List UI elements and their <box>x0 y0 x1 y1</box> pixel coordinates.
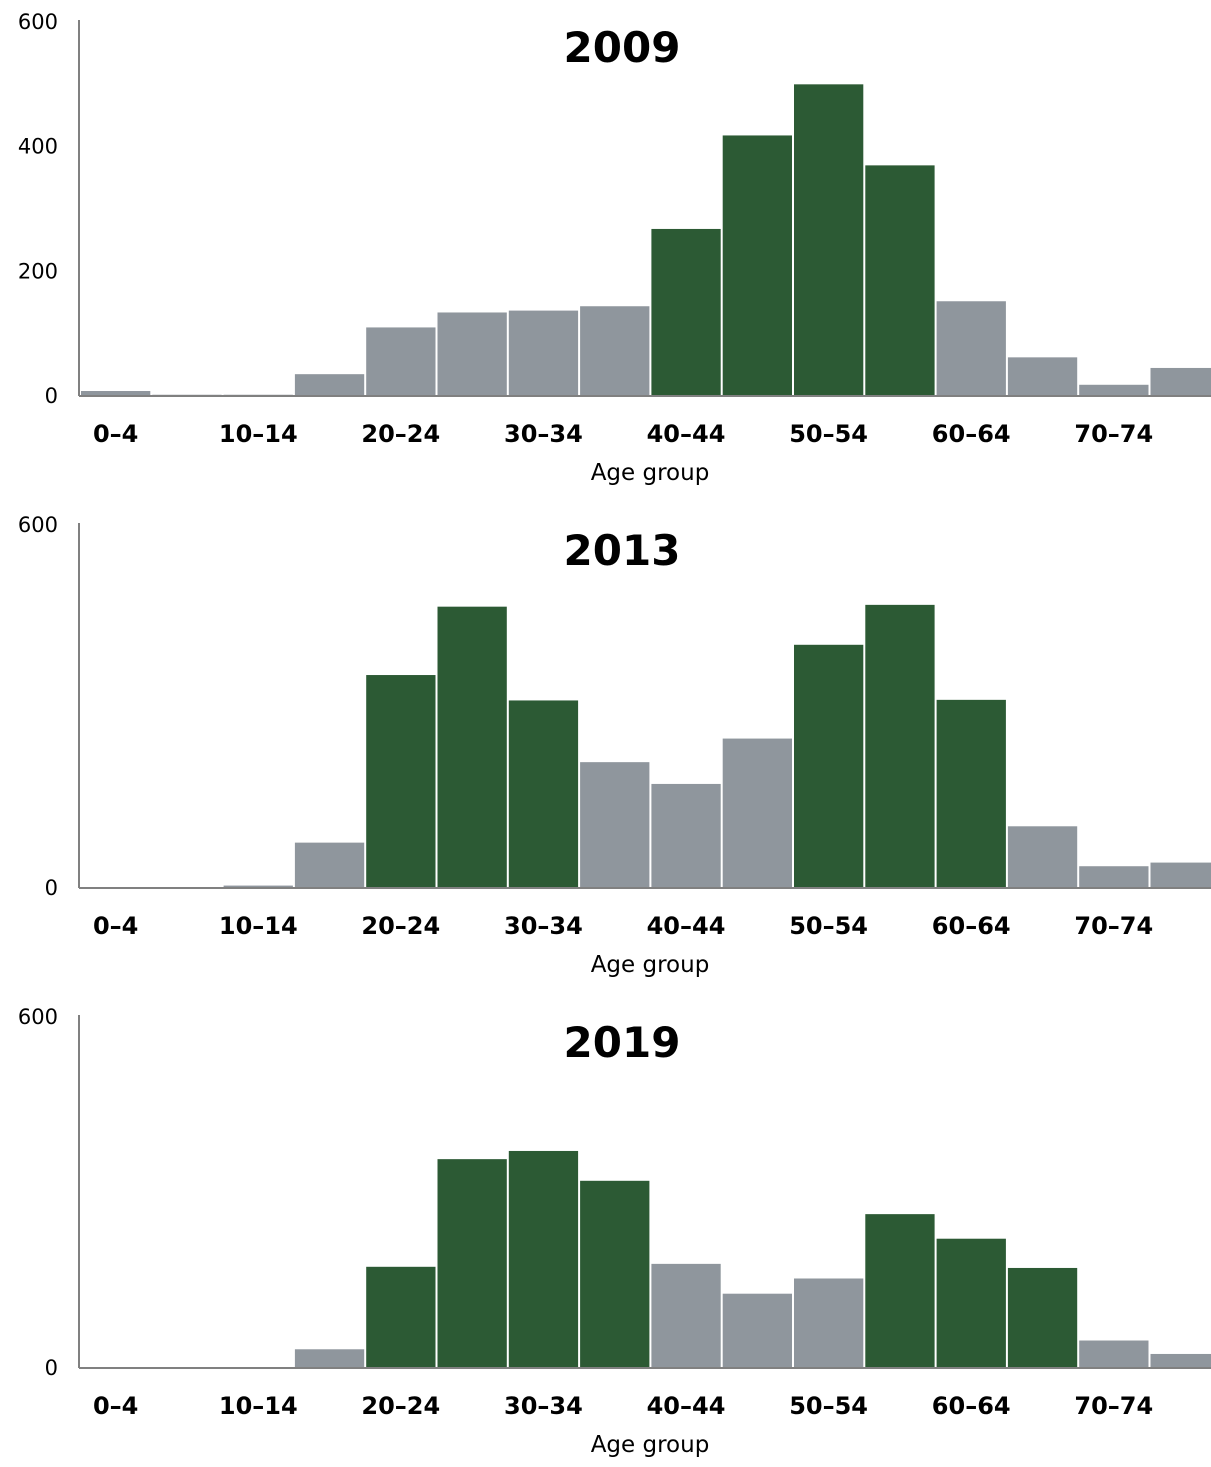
bar-60–64 <box>937 700 1006 888</box>
x-tick-label: 0–4 <box>93 420 138 448</box>
chart-title: 2009 <box>564 23 681 72</box>
bar-75+ <box>1151 368 1211 396</box>
chart-panel-2013: 0 600 0–4 10–14 20–24 30–34 40–44 50–54 60–64 70–… <box>18 513 1211 978</box>
bar-70–74 <box>1079 1341 1148 1368</box>
y-tick-label: 200 <box>18 259 58 283</box>
bar-30–34 <box>509 311 578 396</box>
bar-70–74 <box>1079 385 1148 396</box>
bar-55–59 <box>865 605 934 888</box>
x-tick-label: 10–14 <box>219 1392 298 1420</box>
bar-65–69 <box>1008 826 1077 888</box>
bar-60–64 <box>937 1239 1006 1368</box>
x-tick-label: 50–54 <box>789 420 868 448</box>
y-tick-label: 0 <box>45 876 58 900</box>
bar-20–24 <box>366 1267 435 1368</box>
bar-65–69 <box>1008 1268 1077 1368</box>
bar-30–34 <box>509 700 578 888</box>
bar-45–49 <box>723 135 792 396</box>
chart-title: 2019 <box>564 1018 681 1067</box>
x-tick-label: 30–34 <box>504 912 583 940</box>
x-tick-label: 10–14 <box>219 912 298 940</box>
y-tick-label: 400 <box>18 135 58 159</box>
bar-20–24 <box>366 327 435 396</box>
bar-15–19 <box>295 1349 364 1368</box>
y-tick-label: 600 <box>18 513 58 537</box>
bar-60–64 <box>937 301 1006 396</box>
x-tick-label: 40–44 <box>647 1392 726 1420</box>
chart-panel-2019: 0 600 0–4 10–14 20–24 30–34 40–44 50–54 60–64 70–… <box>18 1005 1211 1458</box>
bar-45–49 <box>723 1294 792 1368</box>
x-tick-label: 70–74 <box>1074 1392 1153 1420</box>
x-tick-label: 30–34 <box>504 1392 583 1420</box>
x-tick-label: 20–24 <box>361 912 440 940</box>
x-tick-label: 60–64 <box>932 420 1011 448</box>
x-tick-label: 40–44 <box>647 420 726 448</box>
x-axis-title: Age group <box>591 460 710 486</box>
y-tick-label: 600 <box>18 1005 58 1029</box>
x-tick-label: 60–64 <box>932 912 1011 940</box>
x-axis-title: Age group <box>591 952 710 978</box>
y-tick-label: 600 <box>18 10 58 34</box>
bar-25–29 <box>438 1159 507 1368</box>
y-tick-label: 0 <box>45 384 58 408</box>
bar-25–29 <box>438 607 507 888</box>
bar-55–59 <box>865 165 934 396</box>
bar-15–19 <box>295 843 364 888</box>
bar-55–59 <box>865 1214 934 1368</box>
bar-35–39 <box>580 1181 649 1368</box>
x-tick-label: 50–54 <box>789 912 868 940</box>
x-axis-title: Age group <box>591 1432 710 1458</box>
bar-65–69 <box>1008 357 1077 396</box>
x-tick-label: 50–54 <box>789 1392 868 1420</box>
y-tick-label: 0 <box>45 1356 58 1380</box>
x-tick-label: 20–24 <box>361 420 440 448</box>
chart-panel-2009: 0 200 400 600 0–4 10–14 20–24 30–34 40–44 50–54 60… <box>18 10 1211 486</box>
x-tick-label: 0–4 <box>93 1392 138 1420</box>
x-tick-label: 70–74 <box>1074 420 1153 448</box>
bar-25–29 <box>438 312 507 396</box>
bar-70–74 <box>1079 866 1148 888</box>
bar-35–39 <box>580 306 649 396</box>
x-tick-label: 10–14 <box>219 420 298 448</box>
bar-75+ <box>1151 863 1211 888</box>
bar-50–54 <box>794 645 863 888</box>
x-tick-label: 30–34 <box>504 420 583 448</box>
x-tick-label: 0–4 <box>93 912 138 940</box>
bar-50–54 <box>794 84 863 396</box>
bar-35–39 <box>580 762 649 888</box>
bar-75+ <box>1151 1354 1211 1368</box>
x-tick-label: 40–44 <box>647 912 726 940</box>
x-tick-label: 20–24 <box>361 1392 440 1420</box>
bar-20–24 <box>366 675 435 888</box>
bar-50–54 <box>794 1278 863 1368</box>
x-tick-label: 70–74 <box>1074 912 1153 940</box>
bar-45–49 <box>723 739 792 888</box>
x-tick-label: 60–64 <box>932 1392 1011 1420</box>
chart-title: 2013 <box>564 526 681 575</box>
bar-40–44 <box>651 784 720 888</box>
bar-40–44 <box>651 1264 720 1368</box>
bar-15–19 <box>295 374 364 396</box>
bar-40–44 <box>651 229 720 396</box>
bar-30–34 <box>509 1151 578 1368</box>
